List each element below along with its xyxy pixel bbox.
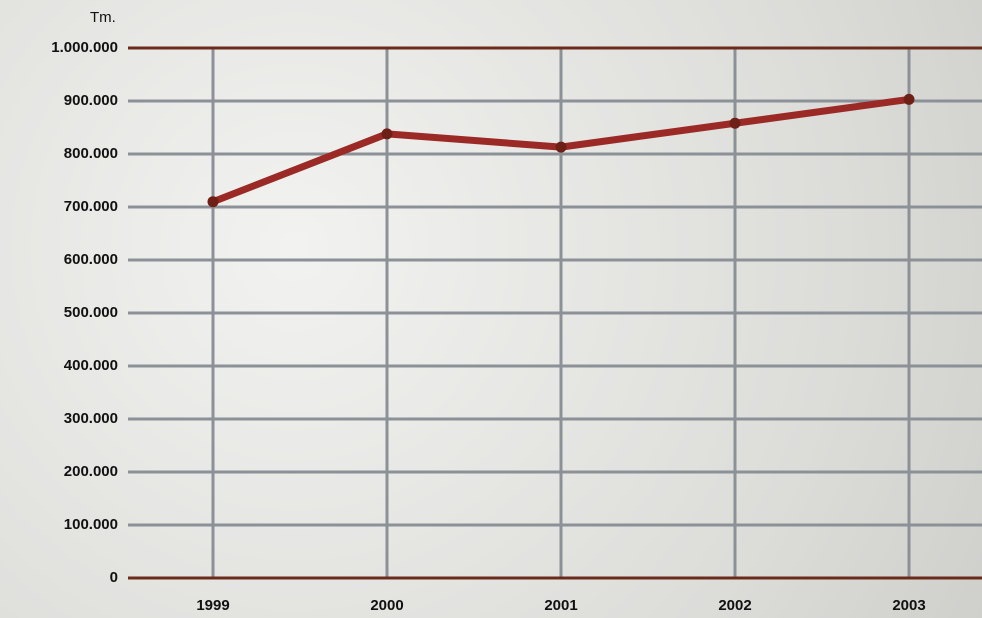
- y-tick-label: 700.000: [64, 198, 118, 215]
- y-tick-label: 0: [110, 569, 118, 586]
- y-tick-label: 500.000: [64, 304, 118, 321]
- y-tick-label: 100.000: [64, 516, 118, 533]
- x-tick-label: 2000: [370, 597, 403, 614]
- x-tick-label: 2002: [718, 597, 751, 614]
- y-tick-label: 1.000.000: [51, 39, 118, 56]
- data-point: [208, 196, 219, 207]
- x-tick-label: 2003: [892, 597, 925, 614]
- y-tick-label: 400.000: [64, 357, 118, 374]
- y-tick-label: 900.000: [64, 92, 118, 109]
- data-point: [556, 142, 567, 153]
- y-tick-label: 200.000: [64, 463, 118, 480]
- x-tick-label: 1999: [196, 597, 229, 614]
- data-point: [382, 128, 393, 139]
- data-point: [730, 118, 741, 129]
- y-tick-label: 600.000: [64, 251, 118, 268]
- y-axis-label: Tm.: [90, 9, 116, 26]
- x-tick-label: 2001: [544, 597, 577, 614]
- data-point: [904, 94, 915, 105]
- y-tick-label: 300.000: [64, 410, 118, 427]
- y-tick-label: 800.000: [64, 145, 118, 162]
- chart: Tm. 0 100.000 200.000 300.000 400.000 500.000…: [0, 0, 982, 618]
